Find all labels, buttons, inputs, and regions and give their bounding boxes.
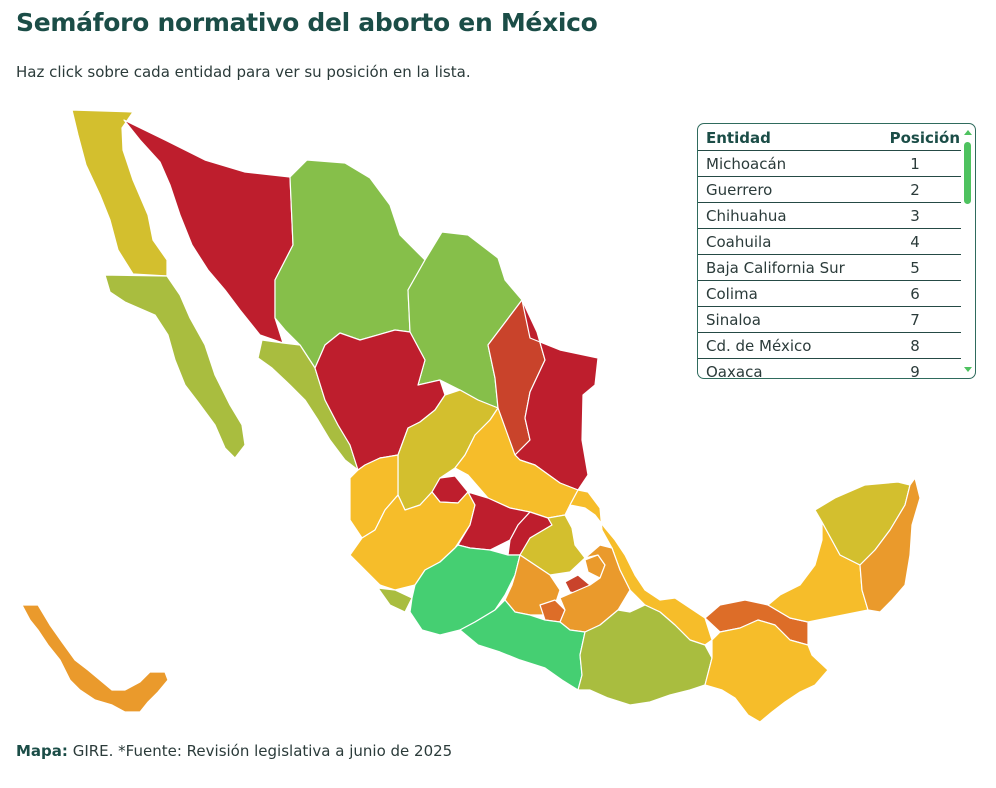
state-nayarit[interactable] [349,454,399,539]
state-hidalgo[interactable] [519,514,586,576]
state-colima[interactable] [377,587,413,613]
mexico-map [21,109,921,723]
row-position: 2 [910,181,920,199]
scroll-down-arrow-icon[interactable] [964,367,972,372]
ranking-table: Entidad Posición Michoacán 1 Guerrero 2 … [697,123,976,379]
page-title: Semáforo normativo del aborto en México [16,8,598,37]
state-sonora[interactable] [123,119,294,344]
table-row[interactable]: Colima 6 [698,280,961,306]
table-row[interactable]: Baja California Sur 5 [698,254,961,280]
scroll-thumb[interactable] [964,142,971,204]
row-position: 4 [910,233,920,251]
row-position: 5 [910,259,920,277]
row-entity: Oaxaca [706,363,763,379]
table-row[interactable]: Guerrero 2 [698,176,961,202]
state-baja-california[interactable] [71,109,168,277]
row-position: 6 [910,285,920,303]
table-row[interactable]: Michoacán 1 [698,150,961,176]
row-entity: Chihuahua [706,207,787,225]
row-entity: Sinaloa [706,311,761,329]
column-header-entity: Entidad [706,129,771,147]
state-veracruz[interactable] [569,489,713,646]
row-position: 9 [910,363,920,379]
map-credit: Mapa: GIRE. *Fuente: Revisión legislativ… [16,742,452,760]
state-mexico-inset[interactable] [21,604,169,713]
state-oaxaca[interactable] [577,604,713,706]
scroll-up-arrow-icon[interactable] [964,130,972,135]
row-position: 3 [910,207,920,225]
table-row[interactable]: Oaxaca 9 [698,358,961,379]
ranking-header: Entidad Posición [706,127,960,151]
state-chiapas[interactable] [704,619,829,723]
row-entity: Guerrero [706,181,773,199]
state-baja-california-sur[interactable] [104,274,246,459]
state-quintana-roo[interactable] [859,477,921,613]
table-row[interactable]: Sinaloa 7 [698,306,961,332]
state-mexico[interactable] [504,554,561,616]
table-row[interactable]: Coahuila 4 [698,228,961,254]
row-entity: Baja California Sur [706,259,845,277]
table-row[interactable]: Chihuahua 3 [698,202,961,228]
row-entity: Colima [706,285,758,303]
ranking-list[interactable]: Michoacán 1 Guerrero 2 Chihuahua 3 Coahu… [698,150,961,378]
list-scrollbar[interactable] [961,124,975,378]
column-header-position: Posición [889,129,960,147]
row-entity: Michoacán [706,155,787,173]
page-subtitle: Haz click sobre cada entidad para ver su… [16,63,471,81]
table-row[interactable]: Cd. de México 8 [698,332,961,358]
row-position: 1 [910,155,920,173]
row-entity: Coahuila [706,233,772,251]
credit-source: GIRE. *Fuente: Revisión legislativa a ju… [72,742,453,760]
row-position: 8 [910,337,920,355]
row-entity: Cd. de México [706,337,812,355]
credit-label: Mapa: [16,742,68,760]
row-position: 7 [910,311,920,329]
